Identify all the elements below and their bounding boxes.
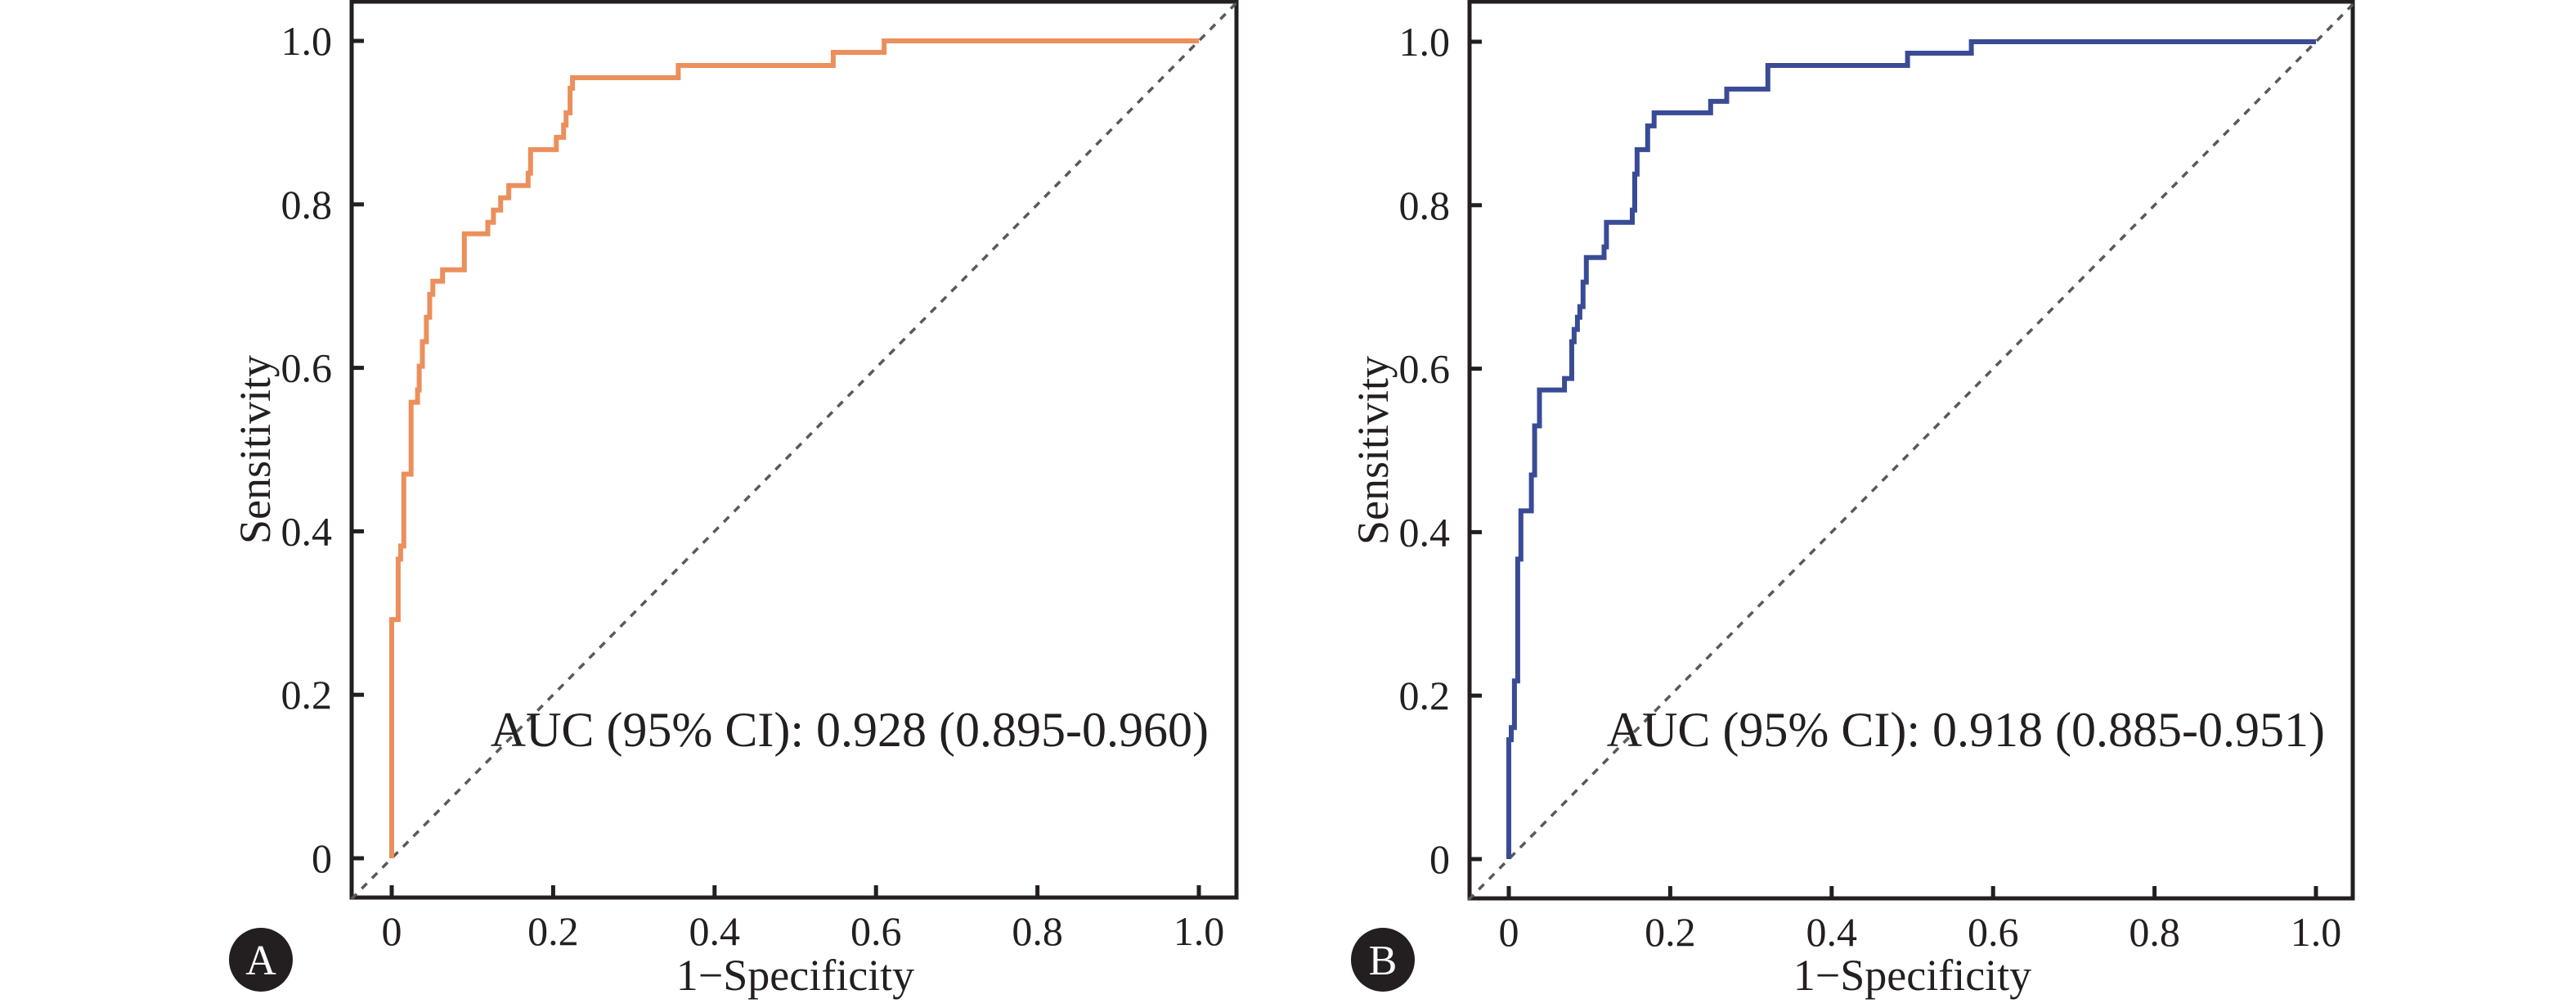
y-tick-label: 0.8	[1399, 182, 1451, 228]
x-axis-title: 1−Specificity	[676, 951, 914, 1000]
chance-diagonal-line	[350, 0, 1241, 901]
y-tick-label: 0	[312, 835, 332, 881]
x-tick-label: 0.6	[1968, 909, 2019, 955]
auc-annotation: AUC (95% CI): 0.918 (0.885-0.951)	[1607, 703, 2325, 757]
panel-label-circle	[1351, 928, 1415, 992]
y-tick-label: 1.0	[1399, 19, 1451, 65]
panel-label-text: B	[1369, 938, 1398, 984]
panel-a: 0 0.2 0.4 0.6 0.8 1.0 0 0.2 0.4 0.6 0.8 1.0 AUC (9…	[229, 0, 1241, 1000]
auc-annotation: AUC (95% CI): 0.928 (0.895-0.960)	[491, 703, 1209, 757]
y-tick-label: 0.4	[1399, 509, 1451, 555]
y-tick-label: 1.0	[281, 18, 333, 64]
x-tick-label: 0.4	[689, 908, 741, 954]
panel-label-circle	[229, 928, 293, 992]
panel-label-badge: A	[229, 928, 293, 992]
roc-curve-line	[389, 38, 1199, 858]
plot-frame	[1467, 0, 2355, 901]
y-axis-ticks: 0 0.2 0.4 0.6 0.8 1.0	[1399, 19, 1482, 882]
x-tick-label: 1.0	[1174, 908, 1225, 954]
x-tick-label: 0.8	[1012, 908, 1063, 954]
roc-curve-line	[1506, 39, 2316, 859]
y-tick-label: 0.2	[281, 672, 333, 718]
x-tick-label: 0.2	[1645, 909, 1696, 955]
x-tick-label: 0	[1499, 909, 1519, 955]
x-axis-ticks: 0 0.2 0.4 0.6 0.8 1.0	[382, 885, 1225, 954]
panel-label-badge: B	[1351, 928, 1415, 992]
x-tick-label: 0.4	[1806, 909, 1858, 955]
y-tick-label: 0.2	[1399, 673, 1451, 718]
y-tick-label: 0	[1429, 836, 1450, 882]
y-axis-title: Sensitivity	[231, 355, 280, 544]
chance-diagonal-line	[1467, 0, 2358, 902]
x-tick-label: 0.2	[527, 908, 579, 954]
x-axis-ticks: 0 0.2 0.4 0.6 0.8 1.0	[1499, 886, 2342, 955]
y-tick-label: 0.4	[281, 508, 333, 554]
panel-label-text: A	[245, 938, 276, 984]
y-axis-title: Sensitivity	[1349, 356, 1398, 545]
panel-b: 0 0.2 0.4 0.6 0.8 1.0 0 0.2 0.4 0.6 0.8 1.0 AUC (9…	[1349, 0, 2358, 1000]
y-axis-ticks: 0 0.2 0.4 0.6 0.8 1.0	[281, 18, 364, 881]
y-tick-label: 0.8	[281, 182, 333, 227]
x-tick-label: 1.0	[2291, 909, 2342, 955]
x-tick-label: 0	[382, 908, 402, 954]
y-tick-label: 0.6	[281, 345, 333, 391]
plot-frame	[349, 0, 1239, 900]
x-tick-label: 0.8	[2129, 909, 2180, 955]
y-tick-label: 0.6	[1399, 346, 1451, 392]
x-axis-title: 1−Specificity	[1793, 951, 2031, 1000]
x-tick-label: 0.6	[850, 908, 902, 954]
